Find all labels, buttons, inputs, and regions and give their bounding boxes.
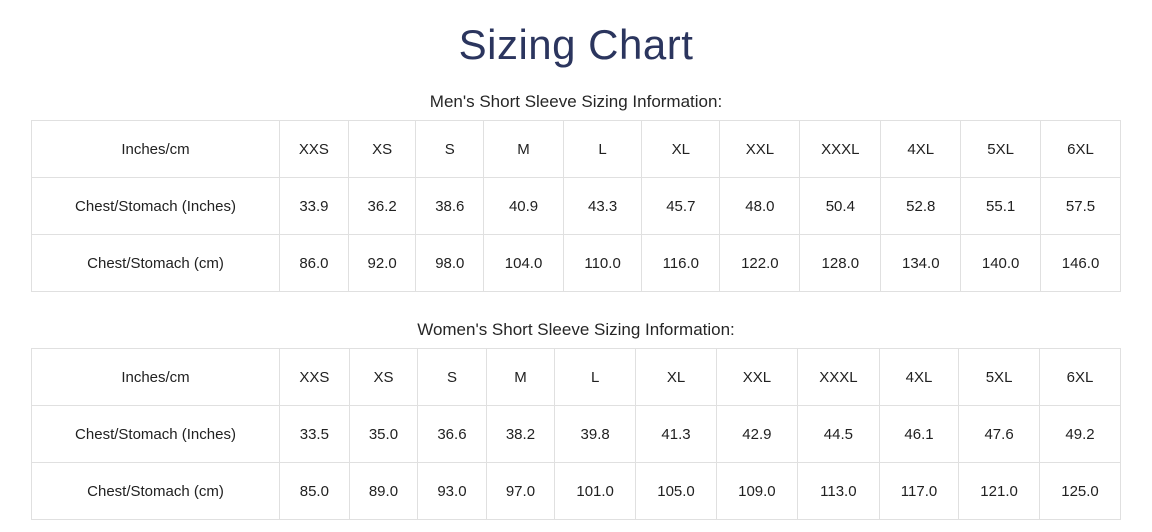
size-value-cell: 38.2 (485, 405, 556, 464)
size-value-cell: 92.0 (347, 234, 417, 293)
size-value-cell: 117.0 (878, 462, 960, 521)
size-column-header: XS (348, 348, 419, 407)
mens-sizing-section: Men's Short Sleeve Sizing Information: I… (0, 92, 1152, 293)
size-value-cell: 101.0 (554, 462, 637, 521)
size-column-header: XXL (715, 348, 798, 407)
size-value-cell: 36.2 (347, 177, 417, 236)
size-value-cell: 57.5 (1040, 177, 1121, 236)
size-column-header: XS (347, 120, 417, 179)
size-value-cell: 42.9 (715, 405, 798, 464)
size-value-cell: 35.0 (348, 405, 419, 464)
size-column-header: L (554, 348, 637, 407)
size-value-cell: 105.0 (635, 462, 717, 521)
size-value-cell: 52.8 (880, 177, 962, 236)
table-header-row: Inches/cm XXS XS S M L XL XXL XXXL 4XL 5XL 6XL (31, 120, 1121, 179)
size-column-header: 4XL (880, 120, 962, 179)
size-value-cell: 45.7 (641, 177, 721, 236)
size-value-cell: 128.0 (799, 234, 882, 293)
size-value-cell: 41.3 (635, 405, 717, 464)
size-value-cell: 140.0 (960, 234, 1042, 293)
page-title: Sizing Chart (458, 21, 694, 68)
size-column-header: 6XL (1040, 120, 1121, 179)
size-value-cell: 33.5 (279, 405, 350, 464)
row-label: Chest/Stomach (Inches) (31, 405, 280, 464)
size-value-cell: 44.5 (796, 405, 880, 464)
size-value-cell: 98.0 (415, 234, 485, 293)
row-label: Chest/Stomach (cm) (31, 234, 280, 293)
size-value-cell: 89.0 (348, 462, 419, 521)
womens-sizing-table: Inches/cm XXS XS S M L XL XXL XXXL 4XL 5XL 6XL Chest… (31, 348, 1121, 521)
table-row: Chest/Stomach (Inches) 33.9 36.2 38.6 40.9 43… (31, 177, 1121, 236)
row-label: Chest/Stomach (cm) (31, 462, 280, 521)
size-value-cell: 33.9 (279, 177, 349, 236)
size-value-cell: 47.6 (958, 405, 1041, 464)
table-row: Chest/Stomach (cm) 86.0 92.0 98.0 104.0 110.0… (31, 234, 1121, 293)
table-header-row: Inches/cm XXS XS S M L XL XXL XXXL 4XL 5XL 6XL (31, 348, 1121, 407)
size-column-header: XXS (279, 120, 349, 179)
size-value-cell: 110.0 (562, 234, 643, 293)
size-column-header: 5XL (960, 120, 1042, 179)
size-value-cell: 97.0 (485, 462, 556, 521)
size-value-cell: 134.0 (880, 234, 962, 293)
size-value-cell: 86.0 (279, 234, 349, 293)
unit-column-header: Inches/cm (31, 120, 280, 179)
size-column-header: XL (635, 348, 717, 407)
womens-sizing-section: Women's Short Sleeve Sizing Information:… (0, 320, 1152, 521)
size-column-header: XXXL (799, 120, 882, 179)
size-value-cell: 116.0 (641, 234, 721, 293)
size-value-cell: 146.0 (1040, 234, 1121, 293)
table-row: Chest/Stomach (cm) 85.0 89.0 93.0 97.0 101.0 1… (31, 462, 1121, 521)
mens-section-heading: Men's Short Sleeve Sizing Information: (429, 92, 723, 112)
size-column-header: M (483, 120, 564, 179)
size-column-header: XL (641, 120, 721, 179)
size-value-cell: 104.0 (483, 234, 564, 293)
size-value-cell: 36.6 (417, 405, 487, 464)
mens-sizing-table: Inches/cm XXS XS S M L XL XXL XXXL 4XL 5XL 6XL Chest… (31, 120, 1121, 293)
size-column-header: S (417, 348, 487, 407)
size-column-header: XXL (719, 120, 801, 179)
size-column-header: L (562, 120, 643, 179)
row-label: Chest/Stomach (Inches) (31, 177, 280, 236)
table-row: Chest/Stomach (Inches) 33.5 35.0 36.6 38.2 39… (31, 405, 1121, 464)
size-value-cell: 122.0 (719, 234, 801, 293)
size-value-cell: 50.4 (799, 177, 882, 236)
size-value-cell: 39.8 (554, 405, 637, 464)
size-value-cell: 48.0 (719, 177, 801, 236)
size-value-cell: 109.0 (715, 462, 798, 521)
size-value-cell: 93.0 (417, 462, 487, 521)
size-column-header: 6XL (1039, 348, 1121, 407)
size-column-header: XXXL (796, 348, 880, 407)
womens-section-heading: Women's Short Sleeve Sizing Information: (417, 320, 735, 340)
size-value-cell: 85.0 (279, 462, 350, 521)
size-value-cell: 125.0 (1039, 462, 1121, 521)
size-value-cell: 43.3 (562, 177, 643, 236)
size-value-cell: 55.1 (960, 177, 1042, 236)
unit-column-header: Inches/cm (31, 348, 280, 407)
size-value-cell: 46.1 (878, 405, 960, 464)
size-column-header: M (485, 348, 556, 407)
size-column-header: 4XL (878, 348, 960, 407)
size-value-cell: 113.0 (796, 462, 880, 521)
size-column-header: S (415, 120, 485, 179)
size-value-cell: 40.9 (483, 177, 564, 236)
size-column-header: 5XL (958, 348, 1041, 407)
size-value-cell: 38.6 (415, 177, 485, 236)
size-value-cell: 49.2 (1039, 405, 1121, 464)
size-column-header: XXS (279, 348, 350, 407)
size-value-cell: 121.0 (958, 462, 1041, 521)
